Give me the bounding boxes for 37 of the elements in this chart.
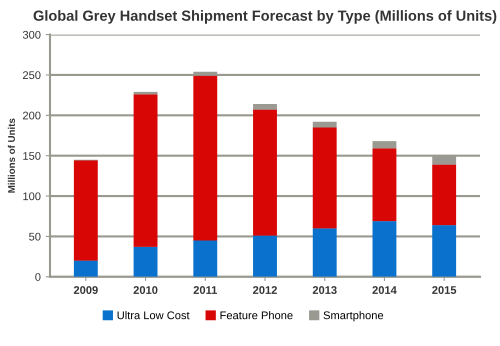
bar [253,110,277,236]
y-tick-label: 300 [22,30,41,39]
legend-label: Smartphone [324,311,384,322]
x-tick-label: 2014 [372,286,397,294]
bar [253,236,277,277]
x-tick-label: 2013 [312,286,337,294]
y-tick-label: 100 [23,192,41,200]
bar [134,92,158,94]
x-tick-label: 2015 [432,286,456,294]
chart-title: Global Grey Handset Shipment Forecast by Type (Millions of Units) [34,10,496,24]
y-tick-label: 200 [22,112,41,120]
x-tick-label: 2011 [194,286,218,294]
bar [312,228,337,277]
x-tick-label: 2012 [253,286,277,294]
legend-label: Feature Phone [220,311,293,320]
bar [74,160,98,261]
bar [432,225,456,277]
bar [312,127,337,228]
bar [193,240,218,277]
y-tick-label: 0 [35,273,41,281]
bar [134,94,158,247]
x-tick-label: 2009 [74,286,98,294]
y-tick-label: 50 [29,232,41,241]
legend-label: Ultra Low Cost [118,311,190,320]
bar [74,260,98,277]
bar [372,141,396,148]
y-axis-title: Millions of Units [8,118,15,193]
y-tick-label: 150 [23,152,41,160]
bar [372,148,396,222]
y-tick-label: 250 [22,71,41,80]
bar [193,76,218,240]
bar [253,104,277,110]
bar [432,164,456,226]
bar [134,246,158,277]
x-tick-label: 2010 [134,286,158,294]
bar [312,122,337,128]
bar [372,221,396,277]
